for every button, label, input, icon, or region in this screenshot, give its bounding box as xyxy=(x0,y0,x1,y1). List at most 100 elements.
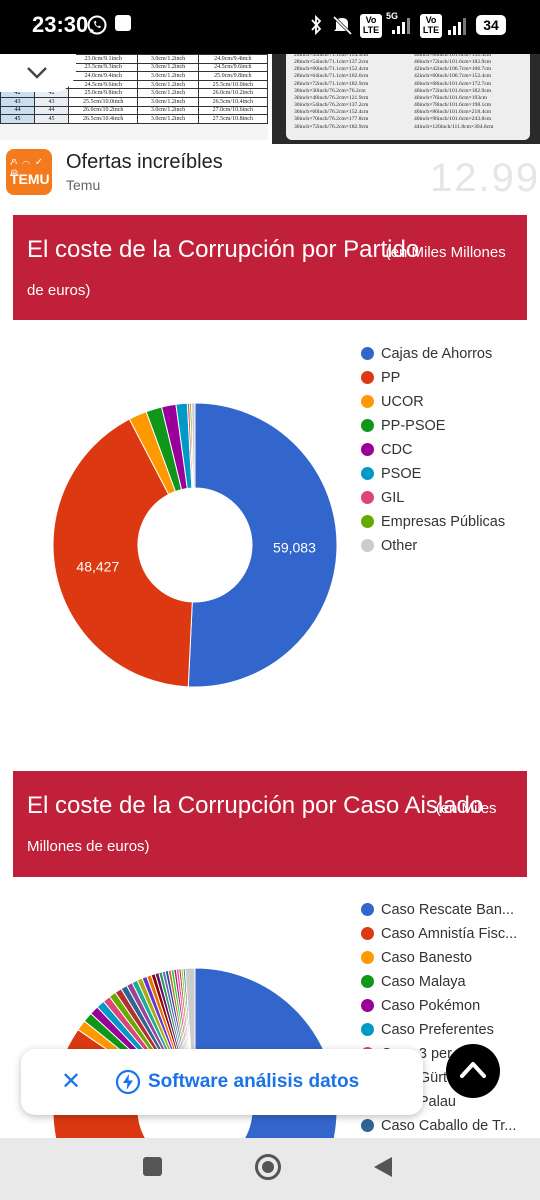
recents-icon[interactable] xyxy=(143,1157,162,1176)
svg-text:5G: 5G xyxy=(386,11,398,21)
legend-dot-icon xyxy=(361,395,374,408)
legend-dot-icon xyxy=(361,903,374,916)
curtain-size-line: 40inch×72inch/101.6cm×182.9cm xyxy=(414,87,492,94)
curtain-size-line: 40inch×86inch/101.6cm×218.4cm xyxy=(414,109,492,116)
size-table-cell: 3.0cm/1.2inch xyxy=(137,105,199,116)
legend-label: Caso Banesto xyxy=(381,950,473,966)
legend-label: Caso Preferentes xyxy=(381,1022,494,1038)
mute-icon xyxy=(331,14,353,41)
legend-item[interactable]: Caso Amnistía Fisc... xyxy=(361,925,517,949)
curtain-size-line: 30inch×48inch/76.2cm×121.9cm xyxy=(294,94,369,101)
system-nav-bar xyxy=(0,1138,540,1200)
legend-label: PP-PSOE xyxy=(381,418,446,434)
curtain-size-column-left: 28inch×45inch/71.1cm×114.3cm 28inch×54inc… xyxy=(294,54,368,131)
ad-advertiser: Temu xyxy=(66,177,101,193)
legend-dot-icon xyxy=(361,975,374,988)
home-icon[interactable] xyxy=(255,1154,281,1180)
donut-slice[interactable] xyxy=(52,418,193,688)
donut-slice[interactable] xyxy=(187,402,338,688)
legend-dot-icon xyxy=(361,999,374,1012)
slice-value-label: 59,083 xyxy=(273,539,316,555)
size-table-cell: 24.0cm/9.4inch xyxy=(67,71,139,81)
curtain-size-line: 44inch×120inch/111.8cm×304.8cm xyxy=(414,123,494,130)
size-table-cell: 23.5cm/9.3inch xyxy=(67,62,139,73)
ad-price-watermark: 12.99 xyxy=(430,156,540,200)
donut-slice[interactable] xyxy=(191,402,196,489)
volte-icon: Vo LTE xyxy=(360,14,382,38)
section-subtitle-cont: Millones de euros) xyxy=(27,838,150,855)
legend-dot-icon xyxy=(361,491,374,504)
legend-item[interactable]: Caso Rescate Ban... xyxy=(361,901,517,925)
size-table-cell: 3.0cm/1.2inch xyxy=(137,79,199,90)
curtain-size-line: 28inch×54inch/71.1cm×137.2cm xyxy=(294,59,369,66)
curtain-size-line: 28inch×64inch/71.1cm×162.6cm xyxy=(294,73,369,80)
legend-dot-icon xyxy=(361,443,374,456)
legend-item[interactable]: Cajas de Ahorros xyxy=(361,345,505,369)
size-table-cell: 3.0cm/1.2inch xyxy=(137,54,199,64)
size-table-cell: 26.5cm/10.4inch xyxy=(67,114,139,124)
legend-item[interactable]: CDC xyxy=(361,441,505,465)
legend-item[interactable]: UCOR xyxy=(361,393,505,417)
donut-chart-caso[interactable] xyxy=(0,880,360,1138)
section-subtitle-cont: de euros) xyxy=(27,282,91,299)
slice-value-label: 48,427 xyxy=(76,558,119,574)
legend-dot-icon xyxy=(361,515,374,528)
size-table-cell: 44 xyxy=(0,105,35,116)
size-table-cell: 27.0cm/10.6inch xyxy=(197,105,268,116)
donut-chart-partido[interactable]: 59,083 48,427 xyxy=(0,330,360,750)
legend-item[interactable]: PP xyxy=(361,369,505,393)
ad-image-curtain-sizes[interactable]: 28inch×45inch/71.1cm×114.3cm 28inch×54inc… xyxy=(272,54,540,144)
chip-label[interactable]: Software análisis datos xyxy=(148,1071,360,1092)
legend-item[interactable]: Caso Caballo de Tr... xyxy=(361,1117,517,1141)
legend-item[interactable]: Caso Banesto xyxy=(361,949,517,973)
curtain-size-line: 28inch×45inch/71.1cm×114.3cm xyxy=(294,54,369,58)
bluetooth-icon xyxy=(310,14,322,41)
back-icon[interactable] xyxy=(372,1155,394,1179)
legend-label: Caso Rescate Ban... xyxy=(381,902,514,918)
close-icon[interactable]: ✕ xyxy=(61,1068,82,1095)
scroll-to-top-button[interactable] xyxy=(446,1044,500,1098)
section-header-caso: El coste de la Corrupción por Caso Aisla… xyxy=(13,771,527,877)
collapse-ad-button[interactable] xyxy=(0,54,76,92)
signal-icon xyxy=(446,14,470,43)
signal-5g-icon: 5G xyxy=(386,10,416,43)
size-table-row: 45 45 26.5cm/10.4inch 3.0cm/1.2inch 27.5cm/1… xyxy=(0,114,268,124)
legend-dot-icon xyxy=(361,371,374,384)
size-table-cell: 25.5cm/10.0inch xyxy=(67,96,139,107)
size-table-cell: 26.0cm/10.2inch xyxy=(197,88,268,98)
whatsapp-icon xyxy=(86,14,108,41)
size-table-cell: 44 xyxy=(34,105,69,116)
legend-item[interactable]: Caso Malaya xyxy=(361,973,517,997)
legend-label: Caso Caballo de Tr... xyxy=(381,1118,517,1134)
battery-icon: 34 xyxy=(476,15,506,35)
legend-item[interactable]: Caso Preferentes xyxy=(361,1021,517,1045)
legend-item[interactable]: GIL xyxy=(361,489,505,513)
curtain-size-column-right: 40inch×60inch/101.6cm×152.4cm 40inch×72in… xyxy=(414,54,494,131)
legend-item[interactable]: Empresas Públicas xyxy=(361,513,505,537)
curtain-size-line: 42inch×60inch/106.7cm×152.4cm xyxy=(414,73,492,80)
curtain-size-line: 40inch×78inch/101.6cm×198.1cm xyxy=(414,102,492,109)
volte-icon-2: Vo LTE xyxy=(420,14,442,38)
curtain-size-line: 40inch×76inch/101.6cm×193cm xyxy=(414,94,487,101)
ad-title[interactable]: Ofertas increíbles xyxy=(66,151,223,173)
legend-dot-icon xyxy=(361,927,374,940)
chevron-down-icon xyxy=(27,67,47,79)
legend-item[interactable]: PSOE xyxy=(361,465,505,489)
temu-logo[interactable]: ዶ ⌒ ✓ ⊜ TEMU xyxy=(6,149,52,195)
lightning-circle-icon xyxy=(115,1069,141,1100)
size-table-cell: 3.0cm/1.2inch xyxy=(137,114,199,124)
legend-item[interactable]: Caso Pokémon xyxy=(361,997,517,1021)
legend-label: CDC xyxy=(381,442,413,458)
legend-label: Other xyxy=(381,538,418,554)
legend-item[interactable]: Other xyxy=(361,537,505,561)
curtain-size-line: 30inch×72inch/76.2cm×182.9cm xyxy=(294,123,369,130)
size-table-cell: 43 xyxy=(0,96,35,107)
size-table-cell: 25.5cm/10.0inch xyxy=(197,79,268,90)
size-table-cell: 3.0cm/1.2inch xyxy=(137,96,199,107)
search-suggestion-chip[interactable]: ✕ Software análisis datos xyxy=(21,1049,423,1115)
curtain-size-line: 40inch×96inch/101.6cm×243.8cm xyxy=(414,116,492,123)
size-table-cell: 23.0cm/9.1inch xyxy=(67,54,139,64)
legend-item[interactable]: PP-PSOE xyxy=(361,417,505,441)
temu-logo-word: TEMU xyxy=(10,171,50,187)
size-table-cell: 26.0cm/10.2inch xyxy=(67,105,139,116)
